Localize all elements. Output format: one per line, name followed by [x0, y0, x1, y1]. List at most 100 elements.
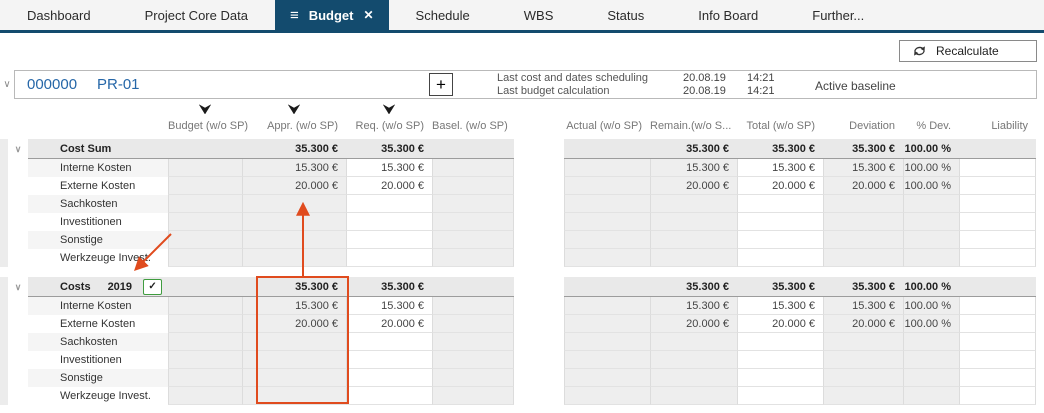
cell-req[interactable]	[346, 333, 432, 351]
col-header-total[interactable]: Total (w/o SP)	[737, 120, 823, 135]
col-header-budget[interactable]: Budget (w/o SP)	[168, 104, 248, 135]
cell-total[interactable]	[737, 333, 823, 351]
cell-req[interactable]	[346, 351, 432, 369]
cell-req[interactable]: 15.300 €	[346, 159, 432, 177]
cell-pct-dev	[903, 387, 959, 405]
row-gutter	[0, 177, 8, 195]
tab-schedule[interactable]: Schedule	[389, 0, 497, 30]
recalculate-label: Recalculate	[936, 44, 999, 58]
cell-total[interactable]: 15.300 €	[737, 159, 823, 177]
cell-liability[interactable]	[959, 351, 1036, 369]
cell-total[interactable]	[737, 231, 823, 249]
block-gap	[514, 195, 564, 213]
cell-req: 35.300 €	[346, 277, 432, 297]
chevron-down-icon[interactable]: ∨	[3, 78, 11, 90]
filter-icon[interactable]	[199, 104, 212, 118]
cell-req[interactable]	[346, 369, 432, 387]
tab-budget[interactable]: ≡ Budget ✕	[274, 0, 389, 30]
cell-total[interactable]	[737, 387, 823, 405]
tab-further[interactable]: Further...	[785, 0, 891, 30]
cell-req[interactable]	[346, 249, 432, 267]
tab-label: Budget	[308, 7, 354, 23]
cell-pct-dev	[903, 351, 959, 369]
chevron-spacer	[8, 387, 28, 405]
col-header-label: Actual (w/o SP)	[566, 120, 642, 132]
col-header-remain[interactable]: Remain.(w/o S...	[650, 120, 737, 135]
filter-icon[interactable]	[288, 104, 301, 118]
project-code-link[interactable]: PR-01	[97, 75, 140, 93]
project-number-link[interactable]: 000000	[27, 75, 78, 93]
tab-project-core-data[interactable]: Project Core Data	[118, 0, 275, 30]
chevron-down-icon[interactable]: ∨	[14, 281, 22, 292]
col-header-req[interactable]: Req. (w/o SP)	[346, 104, 432, 135]
tab-status[interactable]: Status	[580, 0, 671, 30]
table-row: Investitionen	[0, 213, 1044, 231]
recalculate-button[interactable]: Recalculate	[899, 40, 1037, 62]
col-header-deviation[interactable]: Deviation	[823, 120, 903, 135]
tab-dashboard[interactable]: Dashboard	[0, 0, 118, 30]
cell-total[interactable]	[737, 369, 823, 387]
cell-total[interactable]	[737, 249, 823, 267]
cell-liability[interactable]	[959, 387, 1036, 405]
row-gutter	[0, 369, 8, 387]
menu-icon[interactable]: ≡	[289, 6, 299, 24]
cell-total[interactable]	[737, 213, 823, 231]
year-select-checkbox[interactable]: ✓	[143, 278, 163, 295]
cell-liability[interactable]	[959, 213, 1036, 231]
cell-liability[interactable]	[959, 177, 1036, 195]
cell-req[interactable]	[346, 213, 432, 231]
cell-remain: 35.300 €	[650, 277, 737, 297]
cell-total[interactable]	[737, 195, 823, 213]
cell-liability[interactable]	[959, 333, 1036, 351]
col-header-label: Budget (w/o SP)	[168, 120, 249, 132]
row-gutter	[0, 297, 8, 315]
cell-actual	[564, 333, 650, 351]
filter-icon[interactable]	[383, 104, 396, 118]
col-header-pct-dev[interactable]: % Dev.	[903, 120, 959, 135]
row-label: Sonstige	[28, 231, 168, 249]
row-label: Investitionen	[60, 216, 122, 228]
cell-req[interactable]	[346, 231, 432, 249]
cell-total[interactable]: 20.000 €	[737, 177, 823, 195]
add-button[interactable]: +	[429, 72, 453, 96]
tab-wbs[interactable]: WBS	[497, 0, 581, 30]
cell-actual	[564, 249, 650, 267]
cell-actual	[564, 195, 650, 213]
tab-label: Further...	[812, 7, 865, 23]
cell-req[interactable]	[346, 195, 432, 213]
tab-info-board[interactable]: Info Board	[671, 0, 785, 30]
col-header-basel[interactable]: Basel. (w/o SP)	[432, 120, 514, 135]
cell-liability[interactable]	[959, 159, 1036, 177]
cell-liability[interactable]	[959, 249, 1036, 267]
cell-req[interactable]: 20.000 €	[346, 177, 432, 195]
cell-appr: 35.300 €	[242, 139, 346, 159]
cell-basel	[432, 315, 514, 333]
cell-pct-dev	[903, 369, 959, 387]
cell-req[interactable]: 20.000 €	[346, 315, 432, 333]
block-gap	[514, 213, 564, 231]
col-header-appr[interactable]: Appr. (w/o SP)	[242, 104, 346, 135]
cell-liability[interactable]	[959, 195, 1036, 213]
cell-liability[interactable]	[959, 315, 1036, 333]
table-row: Sachkosten	[0, 195, 1044, 213]
cell-req[interactable]: 15.300 €	[346, 297, 432, 315]
cell-deviation	[823, 231, 903, 249]
close-icon[interactable]: ✕	[363, 8, 374, 22]
col-header-liability[interactable]: Liability	[959, 120, 1036, 135]
block-gap	[514, 231, 564, 249]
chevron-down-icon[interactable]: ∨	[14, 143, 22, 154]
cell-req[interactable]	[346, 387, 432, 405]
col-header-label: Liability	[991, 120, 1028, 132]
cell-liability[interactable]	[959, 297, 1036, 315]
plus-icon: +	[436, 74, 446, 94]
cell-liability[interactable]	[959, 369, 1036, 387]
cell-liability[interactable]	[959, 231, 1036, 249]
col-header-actual[interactable]: Actual (w/o SP)	[564, 120, 650, 135]
cell-total[interactable]: 15.300 €	[737, 297, 823, 315]
cell-deviation: 15.300 €	[823, 297, 903, 315]
cell-total[interactable]	[737, 351, 823, 369]
row-gutter	[0, 333, 8, 351]
cell-total[interactable]: 20.000 €	[737, 315, 823, 333]
cell-budget	[168, 297, 242, 315]
group-year: 2019	[107, 280, 133, 293]
